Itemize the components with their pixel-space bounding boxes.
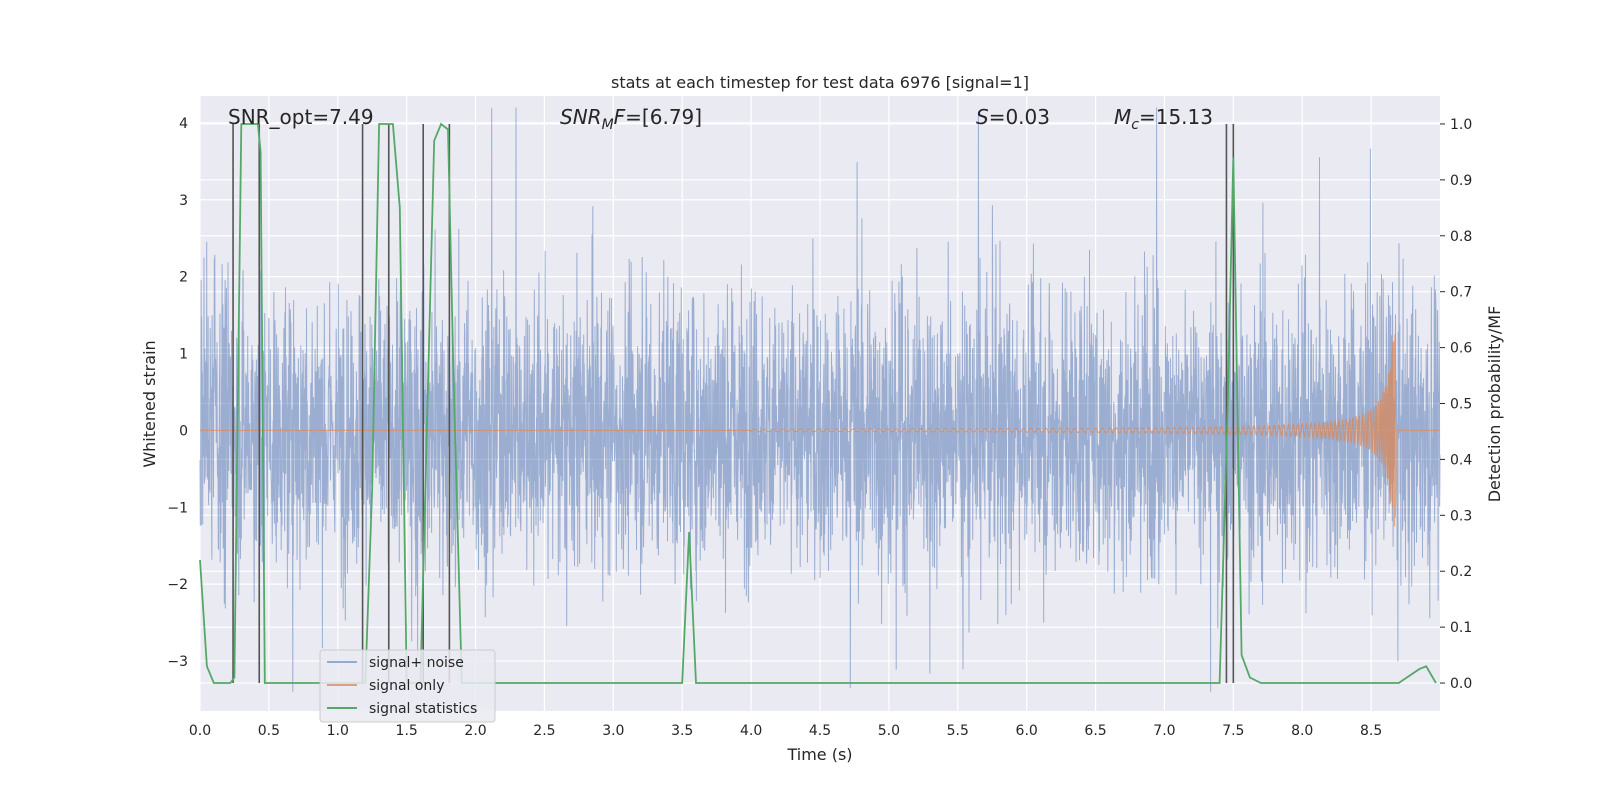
y-tick-label-right: 0.1 xyxy=(1450,620,1472,636)
mc-symbol: M xyxy=(1114,105,1131,129)
annotation-s: S=0.03 xyxy=(976,105,1050,129)
chart-title: stats at each timestep for test data 697… xyxy=(611,73,1029,92)
y-ticks-left: −3 −2 −1 0 1 2 3 4 xyxy=(167,116,188,670)
x-tick-label: 2.0 xyxy=(464,723,486,739)
snr-mf-prefix: SNR xyxy=(560,105,602,129)
legend-label-signal: signal only xyxy=(369,678,444,694)
snr-mf-f: F xyxy=(614,105,626,129)
x-tick-label: 7.0 xyxy=(1153,723,1175,739)
x-tick-label: 1.0 xyxy=(327,723,349,739)
y-tick-label: 2 xyxy=(179,270,188,286)
x-tick-label: 3.0 xyxy=(602,723,624,739)
y-tick-label-right: 0.5 xyxy=(1450,397,1472,413)
y-tick-label-right: 0.0 xyxy=(1450,676,1472,692)
y-tick-label: −2 xyxy=(167,577,188,593)
y-tick-label-right: 0.2 xyxy=(1450,564,1472,580)
y-tick-label-right: 0.4 xyxy=(1450,452,1472,468)
y-tick-label-right: 0.8 xyxy=(1450,229,1472,245)
x-tick-label: 5.5 xyxy=(947,723,969,739)
x-tick-label: 5.0 xyxy=(878,723,900,739)
y-tick-label-right: 0.9 xyxy=(1450,173,1472,189)
annotation-mc: Mc=15.13 xyxy=(1114,105,1213,133)
y-tick-label: −1 xyxy=(167,500,188,516)
y-axis-label-left: Whitened strain xyxy=(140,340,159,467)
y-tick-label-right: 0.7 xyxy=(1450,285,1472,301)
annotation-snr-opt: SNR_opt=7.49 xyxy=(228,105,374,129)
marker-lines xyxy=(232,123,1235,684)
legend-label-stats: signal statistics xyxy=(369,701,477,717)
x-ticks: 0.0 0.5 1.0 1.5 2.0 2.5 3.0 3.5 4.0 4.5 5.0 5.5 6.0 6… xyxy=(189,723,1382,739)
legend-box xyxy=(319,649,496,723)
mc-value: =15.13 xyxy=(1139,105,1213,129)
x-tick-label: 4.0 xyxy=(740,723,762,739)
y-tick-label-right: 1.0 xyxy=(1450,117,1472,133)
y-tick-label: 1 xyxy=(179,347,188,363)
legend-label-noise: signal+ noise xyxy=(369,655,464,671)
signal-statistics-line xyxy=(199,122,1437,684)
signal-statistics-series xyxy=(199,122,1437,684)
x-tick-label: 6.5 xyxy=(1084,723,1106,739)
y-tick-label: 0 xyxy=(179,423,188,439)
x-tick-label: 8.0 xyxy=(1291,723,1313,739)
y-tick-label: −3 xyxy=(167,654,188,670)
y-ticks-right: 0.0 0.1 0.2 0.3 0.4 0.5 0.6 0.7 0.8 0.9 1.0 xyxy=(1440,117,1472,692)
y-tick-label: 4 xyxy=(179,116,188,132)
x-tick-label: 2.5 xyxy=(533,723,555,739)
y-tick-label-right: 0.6 xyxy=(1450,341,1472,357)
x-tick-label: 0.5 xyxy=(258,723,280,739)
x-tick-label: 3.5 xyxy=(671,723,693,739)
x-tick-label: 1.5 xyxy=(396,723,418,739)
y-axis-label-right: Detection probability/MF xyxy=(1485,306,1504,503)
x-tick-label: 4.5 xyxy=(809,723,831,739)
y-tick-label-right: 0.3 xyxy=(1450,508,1472,524)
x-tick-label: 6.0 xyxy=(1016,723,1038,739)
x-tick-label: 0.0 xyxy=(189,723,211,739)
x-tick-label: 7.5 xyxy=(1222,723,1244,739)
legend: signal+ noise signal only signal statist… xyxy=(319,649,496,723)
x-tick-label: 8.5 xyxy=(1360,723,1382,739)
x-axis-label: Time (s) xyxy=(786,745,852,764)
snr-mf-value: =[6.79] xyxy=(625,105,702,129)
snr-mf-sub: M xyxy=(602,117,614,133)
s-symbol: S xyxy=(976,105,989,129)
mc-sub: c xyxy=(1131,117,1139,133)
annotation-snr-mf: SNRMF=[6.79] xyxy=(560,105,702,133)
y-tick-label: 3 xyxy=(179,193,188,209)
s-value: =0.03 xyxy=(989,105,1050,129)
